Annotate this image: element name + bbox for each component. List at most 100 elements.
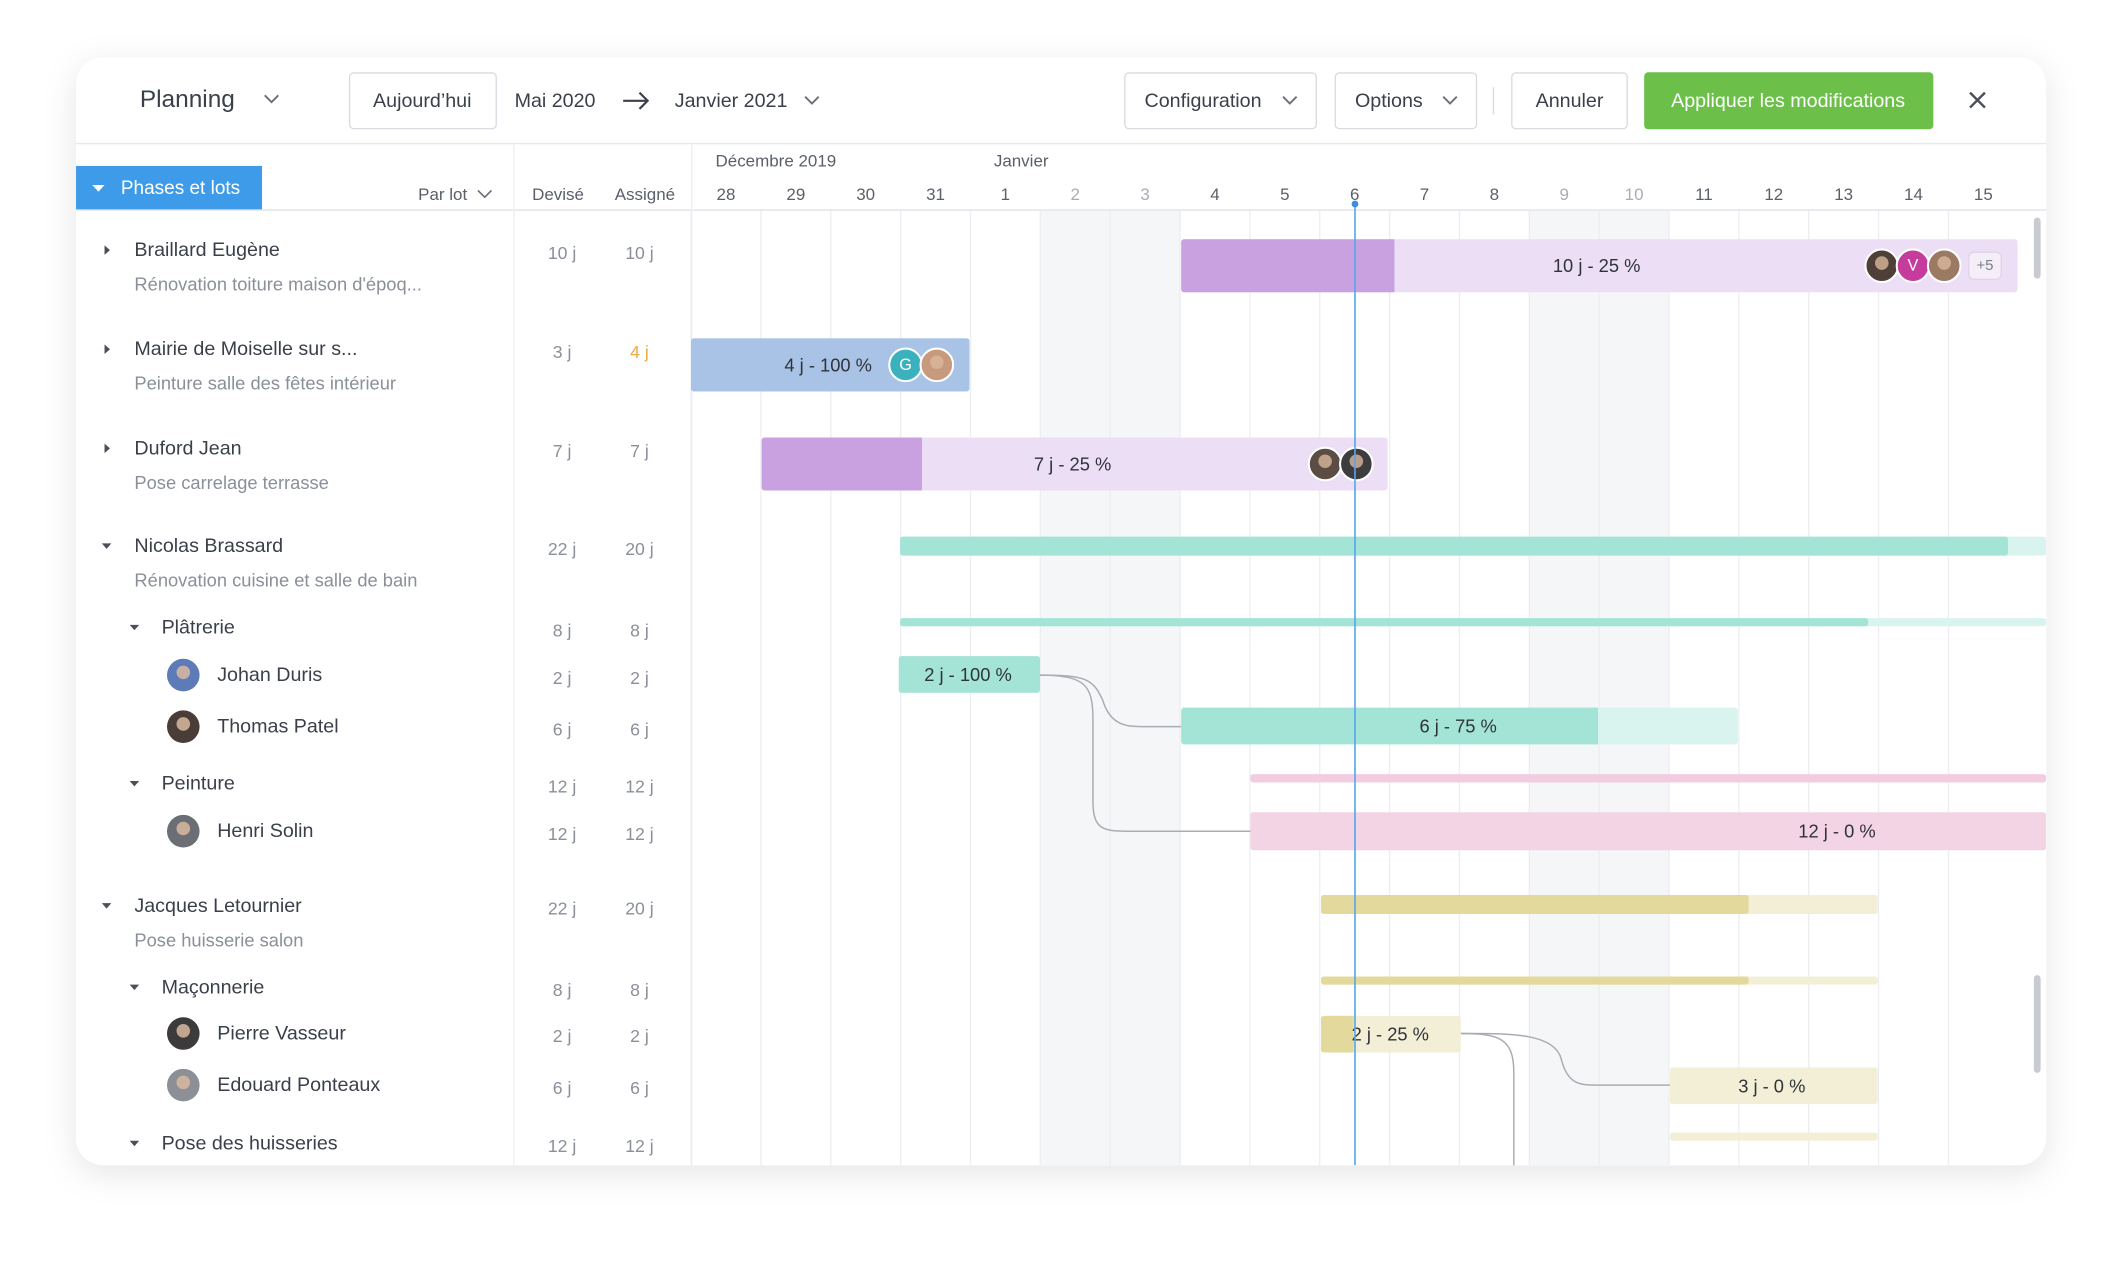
assignee-initial: V (1908, 257, 1919, 275)
view-title[interactable]: Planning (140, 86, 235, 113)
expand-caret[interactable] (104, 443, 110, 454)
today-label[interactable]: Aujourd’hui (373, 90, 471, 112)
quoted-header: Devisé (532, 185, 584, 204)
task-bar-progress[interactable] (1181, 239, 1395, 293)
quoted-days: 8 j (553, 620, 572, 640)
assignee-avatar-face (1937, 256, 1952, 270)
gantt-row: Mairie de Moiselle sur s... Peinture sall… (104, 338, 970, 394)
row-name[interactable]: Henri Solin (217, 820, 313, 842)
collapse-caret[interactable] (129, 984, 140, 991)
row-name[interactable]: Johan Duris (217, 664, 322, 686)
row-name[interactable]: Plâtrerie (162, 617, 235, 639)
today-button[interactable] (348, 72, 497, 130)
task-bar-progress[interactable] (900, 536, 2009, 556)
weekend-shade (1529, 210, 1600, 1166)
day-label: 14 (1904, 185, 1923, 204)
assignee-avatar-face (1874, 256, 1889, 270)
chevron[interactable] (264, 94, 279, 104)
task-bar-progress[interactable] (761, 437, 922, 491)
apply-label[interactable]: Appliquer les modifications (1671, 90, 1905, 112)
row-name[interactable]: Duford Jean (134, 437, 241, 459)
gantt-row: Pierre Vasseur 2 j 2 j 2 j - 25 % (166, 1015, 1461, 1053)
quoted-days: 8 j (553, 980, 572, 1000)
row-name[interactable]: Pose des huisseries (162, 1132, 338, 1154)
more-assignees-chip[interactable] (1967, 251, 2002, 280)
quoted-days: 6 j (553, 719, 572, 739)
task-bar-progress[interactable] (1250, 774, 2047, 783)
apply-button[interactable] (1644, 72, 1934, 130)
range-start[interactable]: Mai 2020 (515, 90, 596, 112)
range-end[interactable]: Janvier 2021 (675, 90, 788, 112)
expand-caret[interactable] (104, 245, 110, 255)
configuration-button[interactable] (1124, 72, 1317, 130)
gantt-row: Henri Solin 12 j 12 j 12 j - 0 % (166, 812, 2047, 851)
quoted-days: 3 j (553, 342, 572, 362)
dependency-link (1460, 1032, 1670, 1086)
chevron[interactable] (804, 96, 820, 105)
row-name[interactable]: Edouard Ponteaux (217, 1074, 380, 1096)
close-button[interactable] (1969, 91, 1986, 109)
quoted-days: 2 j (553, 1026, 572, 1046)
row-name[interactable]: Jacques Letournier (134, 895, 302, 917)
task-bar-label: 10 j - 25 % (1553, 255, 1641, 276)
collapse-caret[interactable] (129, 780, 140, 787)
assigned-header: Assigné (615, 185, 675, 204)
task-bar-remaining[interactable] (1669, 1132, 1878, 1141)
collapse-caret[interactable] (101, 903, 112, 909)
chevron[interactable] (1442, 96, 1458, 105)
task-bar-progress[interactable] (1321, 1015, 1354, 1053)
configuration-label[interactable]: Configuration (1145, 90, 1262, 112)
row-name[interactable]: Braillard Eugène (134, 239, 280, 261)
collapse-caret[interactable] (129, 1140, 140, 1147)
day-label: 30 (856, 185, 875, 204)
task-bar-label: 2 j - 100 % (924, 664, 1012, 685)
assigned-days: 8 j (630, 620, 649, 640)
task-bar-progress[interactable] (1321, 976, 1749, 985)
gantt-row: Johan Duris 2 j 2 j 2 j - 100 % (166, 656, 1040, 693)
gantt-row: Duford Jean Pose carrelage terrasse 7 j 7 j… (104, 437, 1388, 493)
scrollbar[interactable] (2033, 217, 2041, 279)
cancel-button[interactable] (1511, 72, 1628, 130)
row-subtitle: Rénovation cuisine et salle de bain (134, 570, 417, 591)
quoted-days: 12 j (548, 1136, 576, 1156)
row-name[interactable]: Maçonnerie (162, 976, 265, 998)
options-label[interactable]: Options (1355, 90, 1423, 112)
task-bar-progress[interactable] (1321, 895, 1749, 915)
task-bar-remaining[interactable] (1321, 1015, 1461, 1053)
group-tab-label[interactable]: Phases et lots (121, 178, 240, 199)
group-tab[interactable] (76, 165, 263, 210)
rows: Braillard Eugène Rénovation toiture maiso… (101, 200, 2047, 1166)
row-name[interactable]: Peinture (162, 773, 235, 795)
task-bar-progress[interactable] (898, 656, 1040, 693)
range-arrow (623, 91, 650, 110)
row-name[interactable]: Thomas Patel (217, 716, 338, 738)
weekend-shade (1040, 210, 1111, 1166)
group-by[interactable]: Par lot (418, 185, 467, 204)
scrollbar[interactable] (2033, 975, 2041, 1073)
task-bar-progress[interactable] (1181, 707, 1599, 745)
row-name[interactable]: Pierre Vasseur (217, 1023, 346, 1045)
chevron[interactable] (477, 189, 493, 199)
task-bar-remaining[interactable] (1669, 1067, 1878, 1105)
collapse-caret[interactable] (101, 543, 112, 549)
collapse-caret[interactable] (129, 624, 140, 631)
more-assignees-label[interactable]: +5 (1976, 257, 1993, 274)
quoted-days: 10 j (548, 243, 576, 263)
task-bar-progress[interactable] (900, 618, 1869, 627)
assigned-days: 4 j (630, 342, 649, 362)
caret (92, 184, 105, 192)
day-label: 29 (786, 185, 805, 204)
gantt-row: Maçonnerie 8 j 8 j (129, 976, 1878, 1000)
task-bar-remaining[interactable] (1250, 812, 2047, 851)
expand-caret[interactable] (104, 344, 110, 354)
assigned-days: 10 j (625, 243, 653, 263)
chevron[interactable] (1282, 96, 1298, 105)
row-subtitle: Pose carrelage terrasse (134, 472, 328, 493)
options-button[interactable] (1334, 72, 1478, 130)
cancel-label[interactable]: Annuler (1536, 90, 1604, 112)
day-label: 1 (1001, 185, 1010, 204)
row-name[interactable]: Nicolas Brassard (134, 535, 283, 557)
row-name[interactable]: Mairie de Moiselle sur s... (134, 338, 357, 360)
